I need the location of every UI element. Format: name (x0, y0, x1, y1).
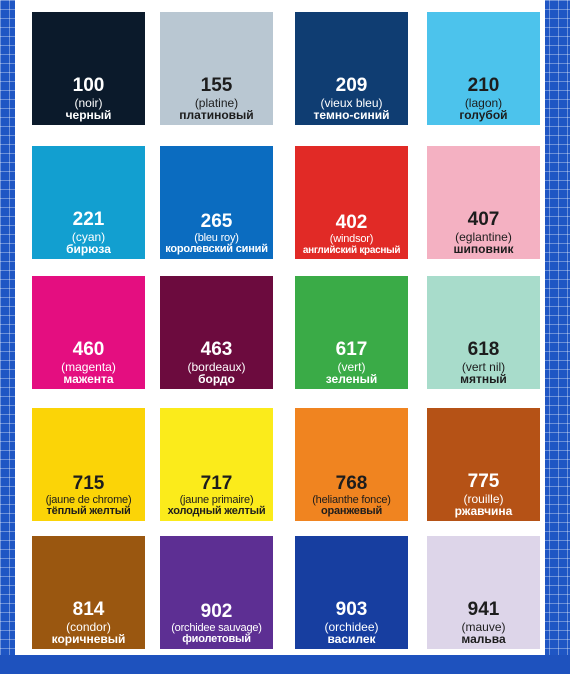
swatch-code: 155 (200, 74, 233, 96)
swatch-265: 265 (bleu roy) королевский синий (160, 146, 273, 259)
swatch-407: 407 (eglantine) шиповник (427, 146, 540, 259)
swatch-french-name: (bleu roy) (194, 231, 239, 244)
swatch-209: 209 (vieux bleu) темно-синий (295, 12, 408, 125)
swatch-941: 941 (mauve) мальва (427, 536, 540, 649)
swatch-russian-name: мальва (461, 632, 506, 647)
swatch-french-name: (vert) (337, 359, 366, 374)
swatch-code: 210 (467, 74, 500, 96)
swatch-french-name: (condor) (66, 619, 111, 634)
swatch-902: 902 (orchidee sauvage) фиолетовый (160, 536, 273, 649)
swatch-russian-name: черный (65, 108, 112, 123)
swatch-russian-name: мажента (63, 372, 114, 387)
swatch-russian-name: коричневый (51, 632, 126, 647)
swatch-715: 715 (jaune de chrome) тёплый желтый (32, 408, 145, 521)
swatch-french-name: (cyan) (71, 229, 106, 244)
swatch-french-name: (jaune de chrome) (45, 493, 132, 506)
swatch-210: 210 (lagon) голубой (427, 12, 540, 125)
swatch-french-name: (lagon) (464, 95, 503, 110)
swatch-814: 814 (condor) коричневый (32, 536, 145, 649)
swatch-code: 265 (200, 210, 233, 232)
swatch-french-name: (vert nil) (461, 359, 506, 374)
swatch-french-name: (rouille) (463, 491, 504, 506)
swatch-russian-name: платиновый (179, 108, 254, 123)
swatch-french-name: (platine) (194, 95, 239, 110)
swatch-french-name: (orchidee) (324, 619, 379, 634)
swatch-russian-name: оранжевый (320, 505, 383, 518)
swatch-code: 814 (72, 598, 105, 620)
swatch-russian-name: мятный (460, 372, 507, 387)
swatch-french-name: (noir) (74, 95, 103, 110)
swatch-code: 902 (200, 600, 233, 622)
swatch-903: 903 (orchidee) василек (295, 536, 408, 649)
swatch-russian-name: зеленый (325, 372, 378, 387)
swatch-french-name: (bordeaux) (187, 359, 246, 374)
swatch-russian-name: фиолетовый (182, 633, 251, 646)
footer-band (0, 655, 570, 674)
swatch-russian-name: ржавчина (454, 504, 513, 519)
swatch-code: 768 (335, 472, 368, 494)
swatch-code: 407 (467, 208, 500, 230)
swatch-768: 768 (helianthe fonce) оранжевый (295, 408, 408, 521)
swatch-french-name: (magenta) (61, 359, 116, 374)
swatch-code: 903 (335, 598, 368, 620)
swatch-russian-name: королевский синий (165, 243, 268, 256)
swatch-code: 460 (72, 338, 105, 360)
swatch-code: 941 (467, 598, 500, 620)
swatch-code: 463 (200, 338, 233, 360)
swatch-panel: 100 (noir) черный 155 (platine) платинов… (15, 0, 545, 655)
swatch-code: 618 (467, 338, 500, 360)
swatch-russian-name: голубой (459, 108, 508, 123)
swatch-618: 618 (vert nil) мятный (427, 276, 540, 389)
swatch-french-name: (helianthe fonce) (312, 493, 391, 506)
swatch-155: 155 (platine) платиновый (160, 12, 273, 125)
swatch-code: 402 (335, 212, 368, 234)
swatch-code: 617 (335, 338, 368, 360)
swatch-code: 715 (72, 472, 105, 494)
swatch-460: 460 (magenta) мажента (32, 276, 145, 389)
swatch-russian-name: тёплый желтый (46, 505, 131, 518)
swatch-463: 463 (bordeaux) бордо (160, 276, 273, 389)
swatch-402: 402 (windsor) английский красный (295, 146, 408, 259)
swatch-russian-name: бордо (198, 372, 235, 387)
swatch-717: 717 (jaune primaire) холодный желтый (160, 408, 273, 521)
swatch-russian-name: темно-синий (313, 108, 390, 123)
swatch-code: 221 (72, 208, 105, 230)
swatch-221: 221 (cyan) бирюза (32, 146, 145, 259)
swatch-100: 100 (noir) черный (32, 12, 145, 125)
swatch-russian-name: шиповник (453, 242, 514, 257)
swatch-russian-name: бирюза (66, 242, 111, 257)
swatch-code: 717 (200, 472, 233, 494)
swatch-russian-name: василек (327, 632, 376, 647)
swatch-french-name: (vieux bleu) (320, 95, 383, 110)
swatch-code: 100 (72, 74, 105, 96)
swatch-617: 617 (vert) зеленый (295, 276, 408, 389)
swatch-french-name: (windsor) (329, 232, 374, 245)
swatch-french-name: (jaune primaire) (179, 493, 254, 506)
swatch-french-name: (mauve) (461, 619, 506, 634)
swatch-russian-name: холодный желтый (167, 505, 266, 518)
swatch-french-name: (eglantine) (455, 229, 512, 244)
swatch-russian-name: английский красный (302, 244, 401, 256)
swatch-code: 209 (335, 74, 368, 96)
swatch-french-name: (orchidee sauvage) (171, 621, 262, 634)
swatch-code: 775 (467, 470, 500, 492)
swatch-775: 775 (rouille) ржавчина (427, 408, 540, 521)
